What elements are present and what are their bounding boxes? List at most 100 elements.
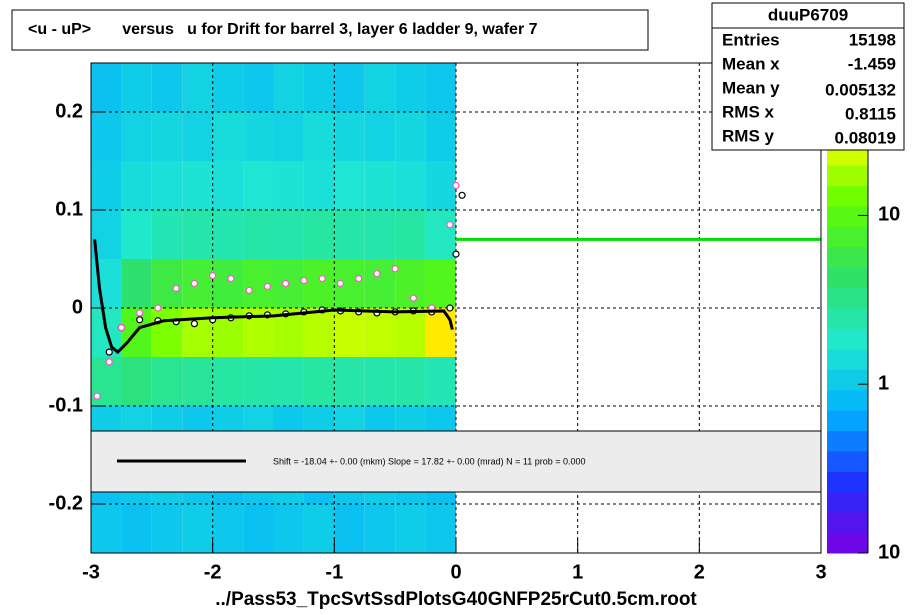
profile-point: [409, 294, 418, 302]
z-tick-label: 1: [878, 372, 889, 394]
heat-cell: [151, 210, 183, 259]
profile-point: [446, 304, 454, 312]
y-tick-label: -0.2: [49, 492, 83, 514]
heat-cell: [121, 259, 152, 308]
heat-cell: [91, 161, 122, 210]
heat-cell: [212, 357, 244, 406]
y-tick-label: 0: [72, 296, 83, 318]
heat-cell: [425, 308, 456, 357]
color-step: [827, 165, 868, 186]
profile-point: [105, 348, 113, 356]
heat-cell: [303, 504, 335, 553]
color-step: [827, 369, 868, 391]
heat-cell: [334, 308, 365, 357]
color-step: [827, 532, 868, 554]
heat-cell: [243, 112, 274, 161]
heat-cell: [364, 308, 396, 357]
heat-cell: [121, 63, 152, 112]
profile-point: [263, 282, 272, 291]
heat-cell: [334, 504, 365, 553]
profile-point: [300, 276, 308, 285]
heat-cell: [151, 63, 183, 112]
heat-cell: [395, 308, 426, 357]
profile-point: [245, 286, 253, 294]
profile-point: [117, 324, 126, 332]
heat-cell: [91, 112, 122, 161]
heat-cell: [182, 504, 213, 553]
profile-point: [318, 275, 326, 283]
heat-cell: [121, 112, 152, 161]
heat-cell: [182, 357, 213, 406]
profile-point: [190, 279, 199, 288]
y-tick-label: -0.1: [49, 394, 83, 416]
heat-cell: [151, 504, 183, 553]
x-tick-label: 2: [694, 561, 705, 583]
x-tick-label: -1: [325, 561, 343, 583]
heat-cell: [151, 357, 183, 406]
heat-cell: [273, 112, 304, 161]
heat-cell: [425, 63, 456, 112]
profile-point: [446, 221, 454, 229]
color-step: [827, 491, 868, 513]
heat-cell: [121, 210, 152, 259]
heat-cell: [212, 161, 244, 210]
color-step: [827, 246, 868, 268]
heat-cell: [334, 210, 365, 259]
profile-point: [336, 279, 345, 288]
heat-cell: [121, 161, 152, 210]
profile-point: [209, 272, 217, 280]
heat-cell: [273, 504, 304, 553]
stats-label: Entries: [722, 30, 780, 49]
axes: -3 -2 -1 0 1 2 3 -0.2 -0.1 0 0.1 0.2: [49, 100, 827, 583]
heat-cell: [425, 210, 456, 259]
profile-point: [227, 275, 235, 283]
profile-point: [391, 265, 399, 273]
heat-cell: [303, 259, 335, 308]
heat-cell: [151, 112, 183, 161]
heat-cell: [151, 308, 183, 357]
profile-point: [458, 191, 466, 199]
color-step: [827, 287, 868, 309]
heat-cell: [425, 112, 456, 161]
heat-cell: [212, 259, 244, 308]
heat-cell: [395, 161, 426, 210]
stats-value: 15198: [849, 30, 896, 49]
profile-point: [93, 392, 101, 400]
heat-cell: [425, 357, 456, 406]
heat-cell: [395, 63, 426, 112]
heat-cell: [395, 259, 426, 308]
stats-value: -1.459: [848, 54, 896, 73]
fit-curve: [93, 239, 454, 355]
stats-label: Mean y: [722, 78, 780, 97]
profile-point: [154, 304, 162, 312]
heat-cell: [303, 210, 335, 259]
y-tick-label: 0.1: [55, 198, 83, 220]
color-step: [827, 348, 868, 370]
heat-cell: [303, 63, 335, 112]
heat-cell: [212, 210, 244, 259]
heat-cell: [364, 259, 396, 308]
stats-label: RMS x: [722, 102, 775, 121]
stats-value: 0.005132: [825, 80, 896, 99]
heat-cell: [212, 308, 244, 357]
heat-cell: [243, 504, 274, 553]
heat-cell: [395, 357, 426, 406]
heat-cell: [182, 63, 213, 112]
y-tick-label: 0.2: [55, 100, 83, 122]
x-axis-label: ../Pass53_TpcSvtSsdPlotsG40GNFP25rCut0.5…: [215, 589, 697, 610]
color-step: [827, 308, 868, 329]
stats-box: duuP6709 Entries 15198 Mean x -1.459 Mean y 0…: [711, 2, 905, 151]
heat-cell: [395, 504, 426, 553]
z-tick-label: 10: [878, 204, 900, 226]
overlay: [93, 181, 821, 400]
color-step: [827, 226, 868, 248]
profile-point: [452, 181, 460, 190]
heat-cell: [182, 308, 213, 357]
x-tick-label: 1: [572, 561, 583, 583]
profile-point: [282, 279, 290, 288]
fit-box: [90, 430, 822, 493]
profile-point: [172, 284, 180, 292]
heat-cell: [364, 63, 396, 112]
profile-point: [190, 320, 199, 328]
heat-cell: [364, 504, 396, 553]
